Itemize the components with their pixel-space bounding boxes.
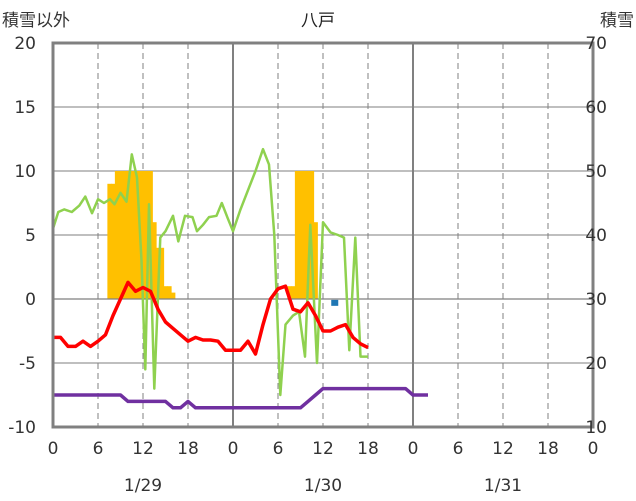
y-left-tick-label: 5 — [25, 226, 36, 246]
snow-bar — [167, 286, 172, 299]
snow-bar — [302, 171, 307, 299]
plot-frame — [51, 41, 595, 429]
series-lines — [51, 147, 428, 410]
series-line-2 — [53, 280, 369, 356]
y-left-axis-label: 積雪以外 — [2, 11, 70, 31]
snow-bar — [133, 171, 138, 299]
y-right-axis-label: 積雪 — [600, 11, 634, 31]
snow-bar — [159, 247, 165, 299]
snow-bar — [298, 171, 303, 299]
snow-bar — [152, 222, 157, 299]
series-line-3 — [53, 386, 428, 410]
snow-bar — [107, 183, 112, 299]
y-right-tick-label: 70 — [585, 34, 607, 54]
x-tick-label: 12 — [312, 439, 334, 459]
y-left-tick-label: 15 — [14, 98, 36, 118]
y-left-tick-label: 20 — [14, 34, 36, 54]
snow-bar — [294, 171, 300, 299]
snow-bar — [126, 171, 131, 299]
y-right-tick-label: 30 — [585, 290, 607, 310]
marker-point — [331, 299, 339, 306]
x-tick-label: 6 — [453, 439, 464, 459]
x-tick-label: 12 — [492, 439, 514, 459]
snow-bar — [287, 286, 292, 299]
date-label: 1/31 — [484, 476, 522, 496]
snow-bar — [163, 286, 168, 299]
x-tick-label: 0 — [228, 439, 239, 459]
x-tick-label: 0 — [588, 439, 599, 459]
date-label: 1/30 — [304, 476, 342, 496]
snow-bar — [144, 171, 150, 299]
snow-bar — [291, 286, 296, 299]
y-right-tick-label: 10 — [585, 418, 607, 438]
snow-bar — [122, 171, 127, 299]
snow-bar — [313, 222, 318, 299]
x-tick-label: 6 — [273, 439, 284, 459]
y-right-tick-label: 50 — [585, 162, 607, 182]
chart-title: 八戸 — [301, 11, 335, 31]
y-left-tick-label: -5 — [19, 354, 36, 374]
snow-bar — [118, 171, 123, 299]
y-right-tick-label: 20 — [585, 354, 607, 374]
x-tick-label: 18 — [357, 439, 379, 459]
snow-bar — [141, 171, 146, 299]
y-right-tick-label: 60 — [585, 98, 607, 118]
x-tick-label: 0 — [48, 439, 59, 459]
y-left-tick-label: 10 — [14, 162, 36, 182]
y-left-tick-label: -10 — [8, 418, 36, 438]
x-tick-label: 18 — [177, 439, 199, 459]
y-left-tick-label: 0 — [25, 290, 36, 310]
date-label: 1/29 — [124, 476, 162, 496]
series-line-1 — [51, 147, 368, 397]
snow-bar — [306, 171, 311, 299]
snow-bar — [171, 292, 176, 299]
y-right-tick-label: 40 — [585, 226, 607, 246]
x-tick-label: 6 — [93, 439, 104, 459]
snow-bar — [129, 171, 135, 299]
snow-bar — [111, 183, 116, 299]
x-tick-label: 18 — [537, 439, 559, 459]
x-tick-label: 0 — [408, 439, 419, 459]
x-tick-label: 12 — [132, 439, 154, 459]
snow-bar — [114, 171, 120, 299]
